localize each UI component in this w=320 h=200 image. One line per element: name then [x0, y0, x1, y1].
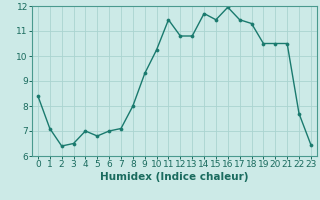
X-axis label: Humidex (Indice chaleur): Humidex (Indice chaleur) [100, 172, 249, 182]
